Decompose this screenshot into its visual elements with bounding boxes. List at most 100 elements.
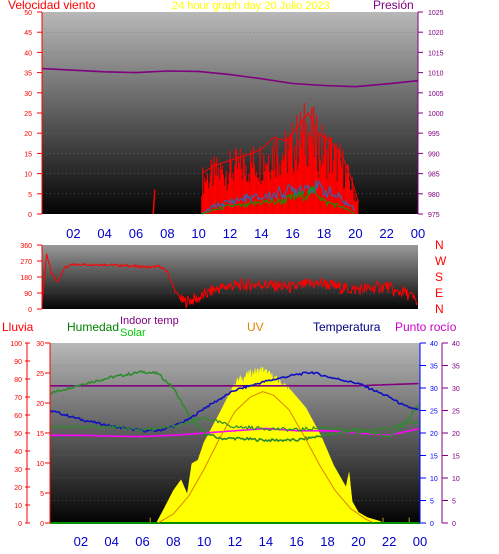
temperature-tick-label: 0 bbox=[430, 521, 434, 528]
compass-label: N bbox=[435, 302, 444, 316]
hour-tick-label: 16 bbox=[289, 534, 303, 549]
rain-tick-label: 100 bbox=[10, 341, 22, 348]
rain-tick-label: 30 bbox=[14, 467, 22, 474]
pressure-tick-label: 975 bbox=[428, 212, 440, 219]
rain-tick-label: 20 bbox=[14, 485, 22, 492]
direction-tick-label: 180 bbox=[20, 275, 32, 282]
pressure-axis: 1025 1020 1015 1010 1005 1000 995 990 985 980 975 bbox=[417, 10, 444, 219]
solar-label: Solar bbox=[120, 327, 146, 339]
hour-tick-label: 02 bbox=[74, 534, 88, 549]
hour-tick-label: 22 bbox=[382, 534, 396, 549]
humidity-tick-label: 25 bbox=[36, 371, 44, 378]
hour-tick-label: 06 bbox=[135, 534, 149, 549]
temperature-tick-label: 25 bbox=[430, 409, 438, 416]
wind-speed-early-spike bbox=[152, 189, 156, 215]
hour-tick-label: 00 bbox=[413, 534, 427, 549]
hour-tick-label: 08 bbox=[166, 534, 180, 549]
humidity-axis: 30 25 20 15 10 5 0 bbox=[36, 341, 51, 528]
wind-series bbox=[41, 67, 419, 215]
temperature-tick-label: 35 bbox=[430, 364, 438, 371]
humidity-tick-label: 15 bbox=[36, 431, 44, 438]
rain-tick-label: 90 bbox=[14, 359, 22, 366]
direction-series bbox=[41, 253, 418, 309]
direction-tick-label: 270 bbox=[20, 259, 32, 266]
hour-tick-label: 20 bbox=[348, 226, 362, 241]
compass-label: S bbox=[435, 270, 443, 284]
wind-speed-tick-label: 20 bbox=[24, 131, 32, 138]
indoor-temp-label: Indoor temp bbox=[120, 315, 179, 327]
hour-tick-label: 08 bbox=[160, 226, 174, 241]
hour-tick-label: 00 bbox=[411, 226, 425, 241]
wind-speed-tick-label: 30 bbox=[24, 91, 32, 98]
wind-speed-axis-title: Velocidad viento bbox=[8, 0, 96, 12]
compass-label: W bbox=[435, 254, 447, 268]
temperature-tick-label: 10 bbox=[430, 476, 438, 483]
pressure-tick-label: 1015 bbox=[428, 50, 444, 57]
hour-tick-label: 16 bbox=[285, 226, 299, 241]
direction-axis: 360 270 180 90 0 bbox=[20, 243, 43, 314]
indoor-temp-line bbox=[50, 382, 419, 387]
wind-speed-tick-label: 35 bbox=[24, 71, 32, 78]
dewpoint-tick-label: 15 bbox=[452, 454, 460, 461]
chart-title: 24 hour graph day 20 Julio 2023 bbox=[172, 0, 330, 12]
wind-speed-tick-label: 25 bbox=[24, 111, 32, 118]
dewpoint-tick-label: 20 bbox=[452, 431, 460, 438]
hour-tick-label: 10 bbox=[197, 534, 211, 549]
wind-speed-tick-label: 40 bbox=[24, 50, 32, 57]
hour-tick-label: 04 bbox=[97, 226, 111, 241]
rain-tick-label: 40 bbox=[14, 449, 22, 456]
uv-label: UV bbox=[247, 320, 264, 334]
rain-tick-label: 80 bbox=[14, 377, 22, 384]
humidity-tick-label: 0 bbox=[40, 521, 44, 528]
wind-speed-tick-label: 45 bbox=[24, 30, 32, 37]
pressure-tick-label: 995 bbox=[428, 131, 440, 138]
indoor-humidity-line bbox=[49, 415, 419, 435]
hour-tick-label: 18 bbox=[317, 226, 331, 241]
rain-tick-label: 10 bbox=[14, 503, 22, 510]
rain-tick-label: 0 bbox=[18, 521, 22, 528]
pressure-tick-label: 1010 bbox=[428, 71, 444, 78]
hour-tick-label: 06 bbox=[129, 226, 143, 241]
wind-direction-line bbox=[41, 253, 418, 309]
pressure-tick-label: 980 bbox=[428, 192, 440, 199]
rain-tick-label: 60 bbox=[14, 413, 22, 420]
direction-tick-label: 360 bbox=[20, 243, 32, 250]
pressure-tick-label: 990 bbox=[428, 151, 440, 158]
compass-label: N bbox=[435, 238, 444, 252]
humidity-line bbox=[49, 369, 420, 443]
temperature-series bbox=[49, 366, 420, 524]
temperature-line bbox=[49, 370, 419, 433]
temperature-tick-label: 20 bbox=[430, 431, 438, 438]
temperature-tick-label: 30 bbox=[430, 386, 438, 393]
wind-speed-tick-label: 15 bbox=[24, 151, 32, 158]
dewpoint-tick-label: 40 bbox=[452, 341, 460, 348]
direction-grid bbox=[42, 260, 418, 294]
wind-speed-tick-label: 50 bbox=[24, 10, 32, 17]
wind-hour-axis: 02 04 06 08 10 12 14 16 18 20 22 00 bbox=[66, 226, 425, 241]
wind-speed-line bbox=[201, 112, 359, 203]
temperature-tick-label: 5 bbox=[430, 499, 434, 506]
temperature-axis: 40 35 30 25 20 15 10 5 0 bbox=[419, 341, 438, 528]
hour-tick-label: 10 bbox=[191, 226, 205, 241]
average-wind-line bbox=[201, 179, 356, 215]
hour-tick-label: 14 bbox=[254, 226, 268, 241]
rain-tick-label: 70 bbox=[14, 395, 22, 402]
temperature-tick-label: 40 bbox=[430, 341, 438, 348]
humidity-tick-label: 5 bbox=[40, 491, 44, 498]
pressure-tick-label: 985 bbox=[428, 172, 440, 179]
gust-green-line bbox=[201, 185, 355, 215]
rain-tick-label: 50 bbox=[14, 431, 22, 438]
dewpoint-tick-label: 35 bbox=[452, 364, 460, 371]
dewpoint-tick-label: 0 bbox=[452, 521, 456, 528]
humidity-tick-label: 20 bbox=[36, 401, 44, 408]
direction-tick-label: 90 bbox=[24, 291, 32, 298]
hour-tick-label: 14 bbox=[259, 534, 273, 549]
hour-tick-label: 18 bbox=[320, 534, 334, 549]
temperature-label: Temperatura bbox=[313, 320, 381, 334]
